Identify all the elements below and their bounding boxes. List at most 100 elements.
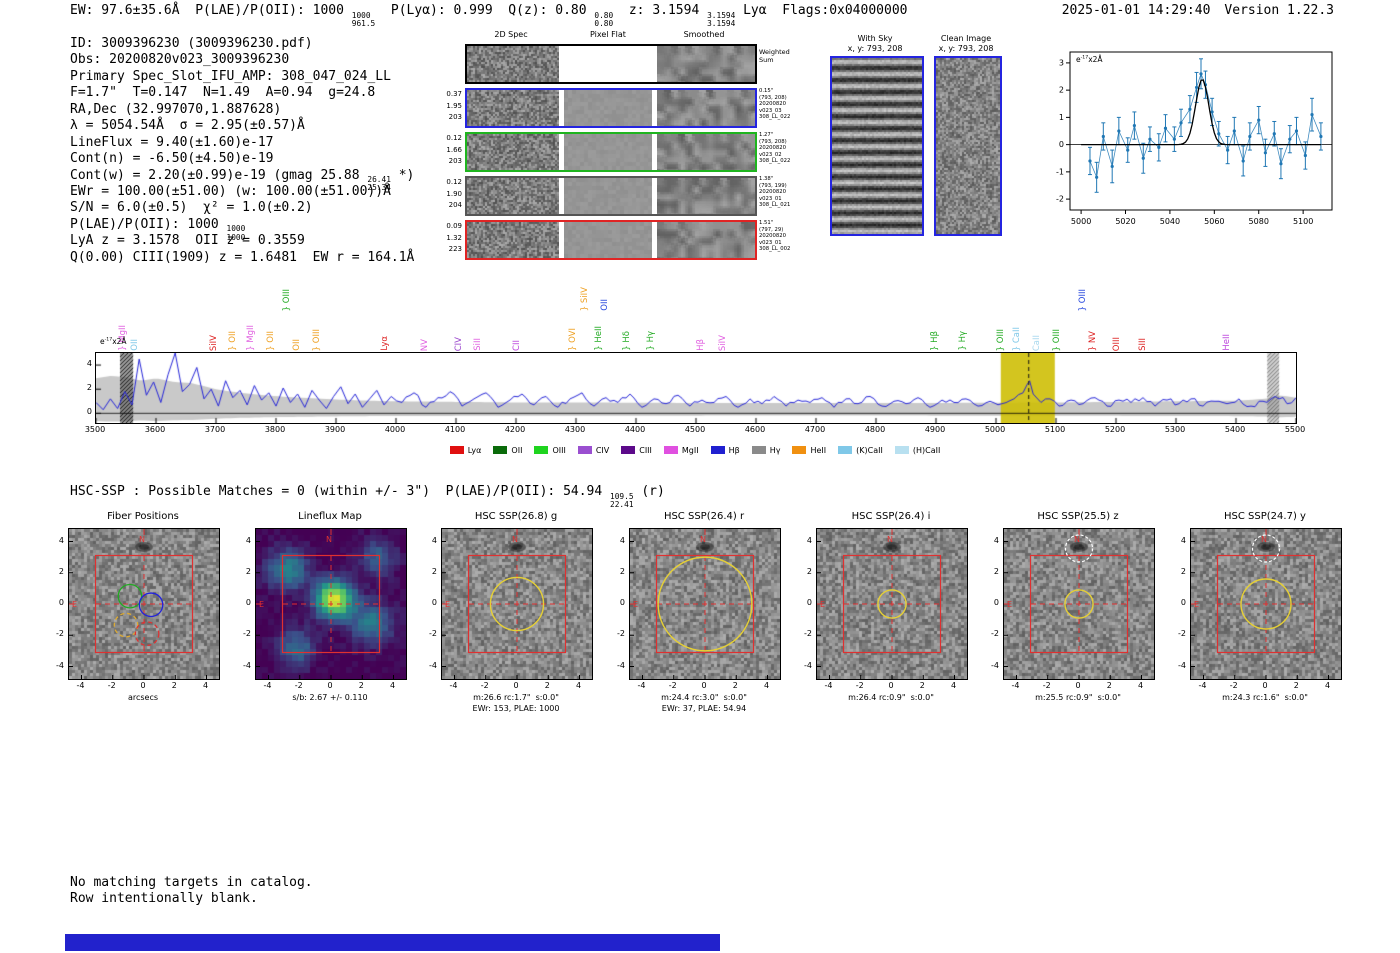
data-point (1157, 145, 1161, 149)
zoom-spectrum-svg: 5000 5020 5040 5060 5080 5100 -2 -1 0 1 2 3 (1056, 51, 1333, 226)
stacked-fraction: 26.41 25.34 (367, 175, 390, 193)
x-tick-label: 3700 (204, 425, 226, 434)
info-line: Obs: 20200820v023_3009396230 (70, 52, 414, 68)
info-line: ID: 3009396230 (3009396230.pdf) (70, 36, 414, 52)
right-label-line: 1.51" (759, 220, 774, 226)
legend-label: OII (511, 446, 523, 455)
zoom-spectrum-plot: 5000 5020 5040 5060 5080 5100 -2 -1 0 1 2 3 (1040, 44, 1340, 241)
cutout-x-tick-label: 0 (327, 681, 333, 690)
y-tick-label: -2 (1056, 195, 1064, 204)
legend-label: Hβ (728, 446, 740, 455)
text-segment: ID: 3009396230 (3009396230.pdf) (70, 36, 313, 51)
stacked-fraction: 1000 1000 (227, 224, 246, 242)
cutout-caption: m:24.3 rc:1.6" s:0.0" (1222, 693, 1308, 702)
info-line: Primary Spec_Slot_IFU_AMP: 308_047_024_L… (70, 69, 414, 85)
east-label: E (820, 600, 825, 609)
x-tick-label: 5040 (1160, 217, 1180, 226)
right-label-line: 20200820 (759, 145, 786, 152)
emission-line-legend: Lyα OII OIII CIV CIII MgII Hβ Hγ HeII (K)CaII (H)C… (95, 440, 1295, 458)
cutout-y-tick-label: -4 (1178, 660, 1186, 670)
cutout-x-tick-label: 0 (140, 681, 146, 690)
cutout-x-tick-label: 4 (950, 681, 957, 690)
ifu-footprint-box (94, 554, 194, 654)
left-label-line: 1.95 (446, 101, 462, 110)
north-label: N (700, 535, 706, 544)
cutout-x-tick-label: -4 (824, 681, 833, 690)
fraction-lower: 0.80 (594, 18, 614, 28)
legend-item: Hβ (710, 446, 740, 455)
spec2d-smoothed-canvas (657, 134, 755, 170)
neighbor-circle (1064, 534, 1094, 563)
data-point (1310, 113, 1314, 117)
y-tick-label: 3 (1059, 58, 1064, 67)
text-segment: Cont(n) = -6.50(±4.50)e-19 (70, 151, 274, 167)
cutout-x-tick-label: 2 (544, 681, 550, 690)
cutout-y-tick-label: 0 (1180, 598, 1186, 607)
north-label: N (1074, 535, 1080, 544)
cutout-y-tick-label: -2 (617, 629, 625, 639)
info-line: P(LAE)/P(OII): 1000 1000 1000 (70, 216, 414, 242)
detection-info-block: ID: 3009396230 (3009396230.pdf) Obs: 2020… (70, 36, 414, 266)
text-segment: P(LAE)/P(OII): 1000 (70, 216, 227, 232)
cutout-x-tick-label: 4 (389, 681, 396, 690)
info-line: RA,Dec (32.997070,1.887628) (70, 102, 414, 118)
x-tick-label: 4000 (384, 425, 406, 434)
clean-image-canvas (934, 56, 1002, 236)
spec2d-row-left-label: 0.12 1.90 204 (443, 177, 462, 212)
fraction-upper: 109.5 (610, 491, 634, 501)
north-label: N (887, 535, 893, 544)
cutout-caption: s/b: 2.67 +/- 0.110 (292, 693, 368, 702)
cutout-x-tick-label: -2 (1229, 681, 1238, 690)
cutout-x-tick-label: 4 (575, 681, 582, 690)
cutout-y-tick-label: 0 (58, 598, 64, 607)
text-segment: LineFlux = 9.40(±1.60)e-17 (70, 134, 274, 150)
info-line: λ = 5054.54Å σ = 2.95(±0.57)Å (70, 118, 414, 134)
x-tick-label: 5500 (1284, 425, 1306, 434)
text-segment: F=1.7" T=0.147 N=1.49 A=0.94 g=24.8 (70, 85, 376, 101)
right-label-line: 1.27" (759, 132, 774, 138)
right-label-line: Weighted (759, 48, 790, 56)
spec2d-row-right-label: Weighted Sum (759, 48, 813, 64)
x-tick-label: 5400 (1224, 425, 1246, 434)
legend-item: CIV (577, 446, 609, 455)
legend-swatch (493, 446, 508, 454)
cutout-y-tick-label: 4 (1180, 535, 1186, 545)
left-label-line: 203 (448, 157, 462, 165)
spec2d-row-right-label: 1.51" (797, 29) 20200820 v023_01 308_LL_002 (759, 220, 813, 253)
legend-item: Lyα (449, 446, 481, 455)
text-segment: S/N = 6.0(±0.5) χ² = 1.0(±0.2) (70, 200, 313, 216)
legend-item: (H)CaII (894, 446, 940, 455)
spec2d-2dspec-canvas (467, 90, 559, 126)
data-point (1226, 148, 1230, 152)
right-label-line: 308_LL_021 (759, 202, 791, 209)
north-label: N (139, 535, 145, 544)
legend-label: MgII (681, 446, 699, 455)
right-label-line: Sum (759, 56, 774, 64)
cutout-x-tick-label: 2 (1106, 681, 1112, 690)
legend-swatch (449, 446, 464, 454)
spec2d-row-right-label: 1.27" (793, 208) 20200820 v023_02 308_LL_022 (759, 132, 813, 165)
cutout-x-tick-label: 0 (513, 681, 519, 690)
right-label-line: v023_03 (759, 107, 782, 114)
data-point (1319, 134, 1323, 139)
data-point (1199, 72, 1203, 76)
x-tick-label: 4400 (624, 425, 646, 434)
note-line: Row intentionally blank. (70, 891, 258, 907)
cutout-title: HSC SSP(26.4) i (851, 511, 931, 522)
aperture-circle (657, 556, 753, 652)
left-label-line: 204 (448, 201, 462, 209)
spec2d-row (465, 88, 757, 128)
spec2d-panel: 2D Spec Pixel Flat Smoothed Weighted Sum 0… (443, 28, 815, 268)
text-segment: P(Lyα): 0.999 Q(z): 0.80 (375, 3, 595, 18)
cutout-x-tick-label: -2 (480, 681, 489, 690)
right-label-line: (793, 208) (759, 94, 787, 101)
fraction-lower: 3.1594 (707, 18, 736, 28)
legend-item: (K)CaII (838, 446, 883, 455)
x-tick-label: 3600 (144, 425, 166, 434)
left-label-line: 223 (448, 245, 462, 253)
